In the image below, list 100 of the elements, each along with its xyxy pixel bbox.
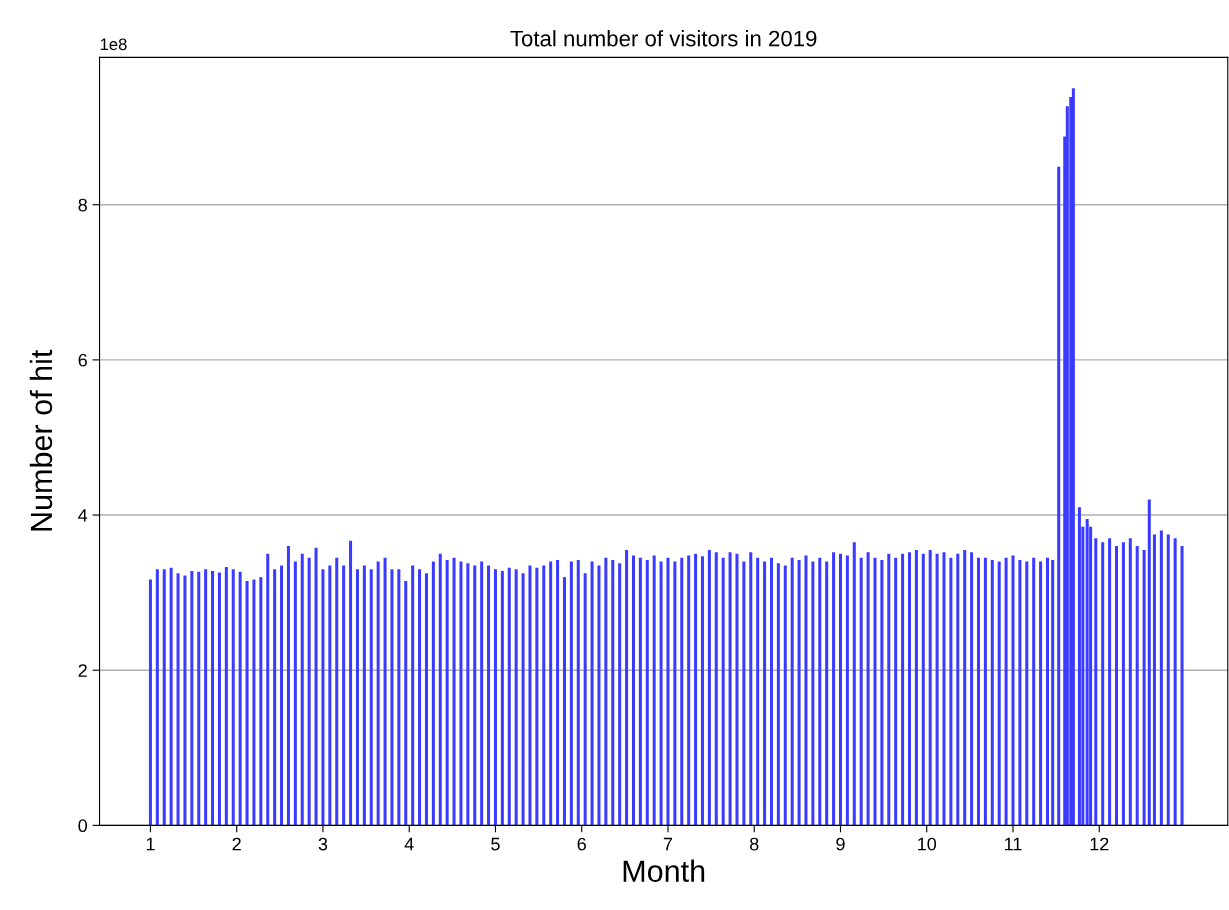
bar <box>307 557 311 826</box>
bar <box>293 561 297 826</box>
bar <box>314 547 318 826</box>
bar <box>576 560 580 826</box>
bar <box>694 553 698 826</box>
bar <box>673 561 677 826</box>
bar <box>466 563 470 826</box>
bar <box>369 569 373 826</box>
bar <box>549 561 553 826</box>
bar <box>1166 534 1170 826</box>
bar <box>756 557 760 826</box>
bar <box>894 557 898 826</box>
bar <box>597 565 601 826</box>
bar <box>976 557 980 826</box>
bar <box>217 572 221 826</box>
bar <box>1057 166 1061 826</box>
bar <box>362 565 366 826</box>
bar <box>1121 542 1125 826</box>
bar <box>342 565 346 826</box>
chart-title: Total number of visitors in 2019 <box>510 30 817 47</box>
bar <box>245 580 249 826</box>
x-tick-label: 4 <box>404 837 414 851</box>
bar <box>493 569 497 826</box>
bar <box>1108 538 1112 826</box>
bar <box>963 549 967 826</box>
bar <box>355 569 359 826</box>
x-tick-label: 10 <box>918 837 937 851</box>
bar <box>569 561 573 826</box>
bar <box>431 561 435 826</box>
bar <box>928 549 932 826</box>
x-tick-label: 9 <box>836 837 845 851</box>
bar <box>638 557 642 826</box>
bar <box>832 552 836 826</box>
bar <box>901 553 905 826</box>
bar <box>521 573 525 826</box>
y-tick-label: 4 <box>78 509 88 522</box>
bar <box>445 560 449 826</box>
bar <box>652 555 656 826</box>
bar <box>1011 555 1015 826</box>
bar <box>783 565 787 826</box>
bar <box>811 561 815 826</box>
bar <box>611 560 615 826</box>
bar <box>266 553 270 826</box>
y-tick-label: 8 <box>78 198 87 212</box>
bar <box>238 571 242 826</box>
bar <box>852 542 856 826</box>
bar <box>473 565 477 826</box>
bar <box>866 552 870 826</box>
bar <box>873 557 877 826</box>
bar <box>887 553 891 826</box>
bar <box>1039 561 1043 826</box>
bar <box>604 557 608 826</box>
bar <box>176 573 180 826</box>
bar <box>507 567 511 826</box>
bar <box>749 552 753 826</box>
bar <box>397 569 401 826</box>
bar <box>921 553 925 826</box>
bar <box>997 561 1001 826</box>
bar <box>714 552 718 826</box>
bar <box>231 569 235 826</box>
bar <box>618 563 622 826</box>
x-tick-label: 2 <box>232 837 241 851</box>
bar <box>880 560 884 826</box>
bar <box>1071 88 1075 826</box>
bar <box>1077 507 1081 826</box>
x-tick-label: 1 <box>146 837 155 851</box>
bar <box>970 552 974 826</box>
bar <box>949 557 953 826</box>
bar <box>190 570 194 826</box>
bar <box>535 567 539 826</box>
bar <box>983 557 987 826</box>
bar <box>148 579 152 826</box>
bar <box>735 553 739 826</box>
bar <box>390 569 394 826</box>
bar <box>680 557 684 826</box>
bar <box>349 540 353 826</box>
bar <box>321 569 325 826</box>
x-axis-title: Month <box>623 859 705 883</box>
bar <box>659 561 663 826</box>
bar <box>707 549 711 826</box>
bar <box>500 570 504 826</box>
bar <box>404 580 408 826</box>
bar <box>211 570 215 826</box>
bar <box>1094 538 1098 826</box>
bar <box>625 549 629 826</box>
y-tick-label: 2 <box>78 664 87 677</box>
bar <box>1152 534 1156 826</box>
bar <box>1142 549 1146 826</box>
bar <box>700 556 704 826</box>
bar <box>169 567 173 826</box>
bar <box>990 560 994 826</box>
bar <box>273 569 277 826</box>
bar <box>1147 499 1151 826</box>
bar <box>1128 538 1132 826</box>
bar <box>542 565 546 826</box>
bar <box>1018 560 1022 826</box>
bar <box>514 569 518 826</box>
bar <box>583 573 587 826</box>
bar <box>1051 560 1055 826</box>
y-tick-label: 6 <box>78 353 87 367</box>
